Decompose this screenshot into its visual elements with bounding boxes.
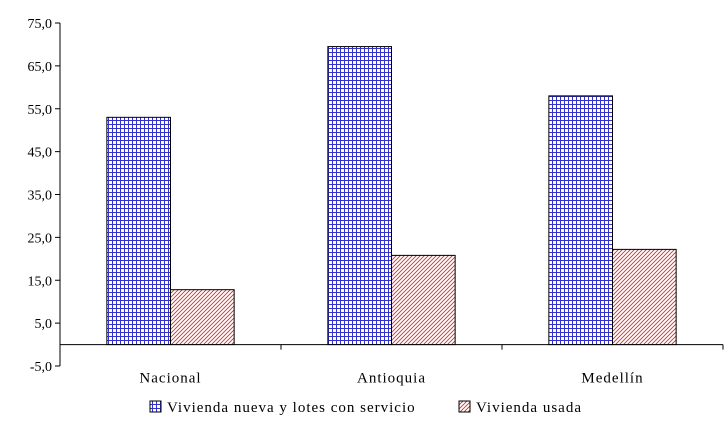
y-tick-label: 75,0 [28, 17, 53, 32]
bar-vivienda-nueva [106, 116, 171, 346]
y-tick-label: 55,0 [28, 103, 53, 118]
y-tick-label: 25,0 [28, 231, 53, 246]
x-category-label: Antioquia [357, 371, 426, 387]
y-tick-label: 65,0 [28, 60, 53, 75]
y-tick-label: 35,0 [28, 189, 53, 204]
legend-label: Vivienda usada [476, 400, 582, 416]
bar-vivienda-usada [612, 248, 677, 346]
bar-vivienda-usada [391, 254, 456, 346]
y-tick-label: -5,0 [30, 360, 52, 375]
bars [106, 46, 677, 346]
legend-label: Vivienda nueva y lotes con servicio [167, 400, 416, 416]
x-category-label: Nacional [139, 371, 201, 387]
legend-swatch [149, 400, 162, 413]
y-tick-label: 15,0 [28, 274, 53, 289]
legend: Vivienda nueva y lotes con servicio Vivie… [149, 400, 582, 416]
y-tick-label: 5,0 [35, 317, 53, 332]
labels: -5,0 5,0 15,0 25,0 35,0 45,0 55,0 65,0 75,0 Nacio… [28, 17, 643, 387]
bar-vivienda-nueva [548, 95, 613, 346]
bar-vivienda-nueva [327, 46, 392, 346]
y-tick-label: 45,0 [28, 146, 53, 161]
legend-swatch [458, 400, 471, 413]
x-category-label: Medellín [581, 371, 643, 387]
bar-vivienda-usada [170, 289, 235, 346]
